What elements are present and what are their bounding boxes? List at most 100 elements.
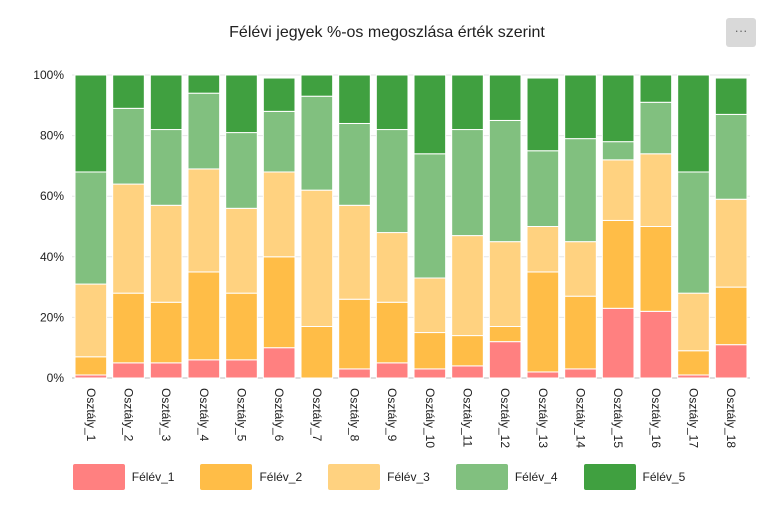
bar-segment[interactable] [262, 77, 296, 112]
bar-segment[interactable] [149, 301, 183, 364]
bar-segment[interactable] [187, 359, 221, 379]
bar-segment[interactable] [300, 95, 334, 191]
bar-segment[interactable] [413, 153, 447, 279]
bar-segment[interactable] [526, 150, 560, 227]
bar-segment[interactable] [526, 77, 560, 152]
y-tick-label: 40% [40, 250, 64, 264]
bar-segment[interactable] [564, 74, 597, 140]
bar-segment[interactable] [225, 132, 258, 209]
bar-segment[interactable] [74, 283, 108, 358]
bar-segment[interactable] [112, 362, 145, 379]
bar-segment[interactable] [488, 74, 522, 121]
bar-segment[interactable] [149, 204, 183, 303]
bar-segment[interactable] [338, 298, 371, 370]
bar-segment[interactable] [714, 77, 748, 115]
legend-label: Félév_2 [259, 470, 303, 484]
bar-segment[interactable] [451, 74, 484, 131]
bar-segment[interactable] [74, 171, 108, 285]
bar-segment[interactable] [225, 359, 258, 379]
bar-segment[interactable] [413, 277, 447, 334]
bar-segment[interactable] [187, 92, 221, 170]
legend-swatch [328, 464, 381, 490]
bar-segment[interactable] [451, 365, 484, 379]
bar-segment[interactable] [639, 153, 673, 227]
bar-segment[interactable] [375, 301, 409, 364]
bar-segment[interactable] [488, 241, 522, 327]
x-tick-label: Osztály_12 [498, 388, 512, 448]
bar-segment[interactable] [639, 310, 673, 379]
bar-segment[interactable] [564, 295, 597, 370]
bar-segment[interactable] [112, 183, 145, 294]
bar-segment[interactable] [225, 292, 258, 361]
bar-segment[interactable] [300, 74, 334, 97]
bar-segment[interactable] [375, 129, 409, 234]
bar-segment[interactable] [601, 141, 635, 161]
bar-segment[interactable] [639, 74, 673, 103]
bar-segment[interactable] [300, 325, 334, 379]
bar-segment[interactable] [488, 341, 522, 379]
bar-segment[interactable] [526, 371, 560, 379]
bar-segment[interactable] [677, 350, 710, 376]
bar-segment[interactable] [262, 110, 296, 173]
bar-segment[interactable] [714, 113, 748, 200]
bar-segment[interactable] [677, 171, 710, 294]
legend-label: Félév_3 [387, 470, 430, 484]
bar-segment[interactable] [187, 168, 221, 273]
bar-segment[interactable] [187, 271, 221, 361]
y-tick-label: 0% [47, 371, 65, 385]
bar-segment[interactable] [451, 335, 484, 367]
bar-segment[interactable] [74, 74, 108, 173]
bar-segment[interactable] [601, 219, 635, 309]
bar-segment[interactable] [451, 129, 484, 237]
bar-segment[interactable] [187, 74, 221, 94]
bar-segment[interactable] [149, 362, 183, 379]
bar-segment[interactable] [451, 235, 484, 337]
bar-segment[interactable] [601, 159, 635, 221]
bar-segment[interactable] [413, 74, 447, 155]
legend-item[interactable]: Félév_3 [328, 463, 446, 491]
bar-segment[interactable] [601, 74, 635, 143]
bar-segment[interactable] [112, 107, 145, 185]
bar-segment[interactable] [564, 241, 597, 297]
bar-segment[interactable] [262, 347, 296, 379]
bar-segment[interactable] [639, 101, 673, 155]
bar-segment[interactable] [225, 207, 258, 294]
bar-segment[interactable] [375, 74, 409, 131]
bar-segment[interactable] [262, 256, 296, 349]
bar-segment[interactable] [714, 286, 748, 346]
bar-segment[interactable] [375, 362, 409, 379]
bar-segment[interactable] [714, 344, 748, 379]
bar-segment[interactable] [375, 232, 409, 303]
bar-segment[interactable] [639, 226, 673, 312]
legend-item[interactable]: Félév_4 [455, 463, 574, 491]
bar-segment[interactable] [112, 292, 145, 364]
bar-segment[interactable] [300, 189, 334, 327]
legend-item[interactable]: Félév_1 [72, 463, 191, 491]
bar-segment[interactable] [526, 271, 560, 373]
bar-segment[interactable] [564, 368, 597, 379]
bar-segment[interactable] [225, 74, 258, 134]
bar-segment[interactable] [714, 198, 748, 288]
bar-segment[interactable] [338, 368, 371, 379]
bar-segment[interactable] [338, 122, 371, 206]
bar-segment[interactable] [413, 332, 447, 370]
bar-segment[interactable] [262, 171, 296, 258]
bar-segment[interactable] [413, 368, 447, 379]
bar-segment[interactable] [149, 74, 183, 131]
legend-item[interactable]: Félév_5 [583, 463, 702, 491]
bar-segment[interactable] [338, 74, 371, 124]
bar-segment[interactable] [601, 307, 635, 379]
bar-segment[interactable] [488, 119, 522, 243]
bar-segment[interactable] [112, 74, 145, 109]
legend: Félév_1 Félév_2 Félév_3 Félév_4 Félév_5 [0, 463, 774, 491]
chart-menu-button[interactable]: ··· [726, 18, 756, 47]
bar-segment[interactable] [149, 129, 183, 206]
bar-segment[interactable] [564, 138, 597, 243]
bar-segment[interactable] [677, 292, 710, 352]
bar-segment[interactable] [74, 356, 108, 376]
bar-segment[interactable] [526, 226, 560, 273]
bar-segment[interactable] [338, 204, 371, 300]
bar-segment[interactable] [488, 325, 522, 343]
bar-segment[interactable] [677, 74, 710, 173]
legend-item[interactable]: Félév_2 [200, 463, 318, 491]
